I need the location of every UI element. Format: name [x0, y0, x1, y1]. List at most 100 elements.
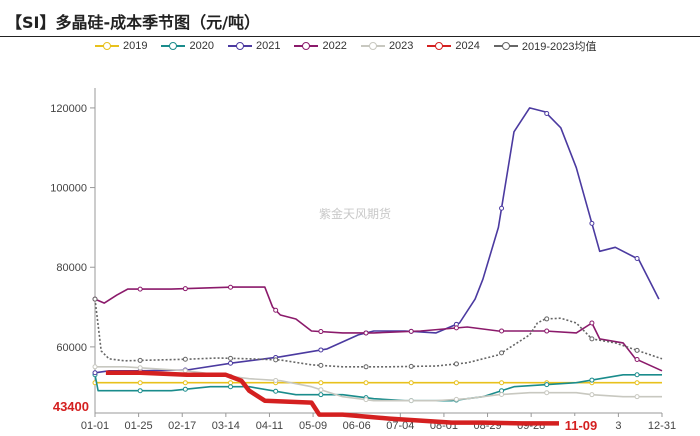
legend-label: 2024 [455, 40, 480, 52]
y-tick-label: 120000 [50, 103, 87, 115]
y-tick-label: 80000 [56, 262, 87, 274]
series-point-avg [228, 355, 234, 361]
watermark: 紫金天风期货 [319, 206, 391, 221]
x-tick-label: 12-31 [648, 420, 676, 432]
series-point-2019 [137, 380, 143, 386]
series-point-avg [92, 296, 98, 302]
x-tick-label: 05-09 [299, 420, 327, 432]
series-point-2023 [363, 397, 369, 403]
highlight-x-label: 11-09 [565, 418, 598, 433]
series-point-2020 [137, 388, 143, 394]
x-tick-label: 04-11 [256, 420, 283, 432]
legend-label: 2020 [189, 40, 214, 52]
series-point-2022 [544, 328, 550, 334]
series-point-avg [589, 336, 595, 342]
series-point-avg [408, 363, 414, 369]
series-point-2023 [318, 387, 324, 393]
series-point-avg [634, 347, 640, 353]
legend-label: 2019 [123, 40, 148, 52]
series-point-2021 [499, 205, 505, 211]
x-tick-label: 07-04 [386, 420, 414, 432]
chart-title: 【SI】多晶硅-成本季节图（元/吨） [6, 13, 260, 32]
series-point-2020 [634, 372, 640, 378]
legend-swatch [294, 40, 319, 52]
legend-item-2019[interactable]: 2019 [95, 40, 147, 52]
series-point-avg [182, 356, 188, 362]
series-point-avg [137, 357, 143, 363]
series-point-2023 [182, 368, 188, 374]
legend-label: 2019-2023均值 [521, 41, 597, 53]
series-point-2023 [544, 390, 550, 396]
legend-swatch-dot [302, 42, 311, 50]
series-point-2019 [453, 380, 459, 386]
series-point-2023 [499, 391, 505, 397]
legend-item-2022[interactable]: 2022 [294, 40, 347, 52]
series-point-2022 [137, 286, 143, 292]
y-tick-label: 60000 [56, 342, 87, 354]
legend-item-2021[interactable]: 2021 [227, 40, 281, 52]
series-line-2020 [94, 373, 662, 402]
highlight-y-label: 43400 [53, 399, 89, 414]
series-point-2019 [408, 380, 414, 386]
series-point-2019 [499, 380, 505, 386]
title-divider [0, 36, 700, 37]
series-line-2024 [105, 370, 561, 426]
series-point-2022 [363, 330, 369, 336]
series-point-2022 [499, 328, 505, 334]
series-line-2023 [95, 365, 662, 402]
legend-swatch [493, 40, 518, 52]
highlight-y-bg [43, 398, 91, 414]
legend-swatch [161, 40, 186, 52]
x-tick-label: 02-17 [168, 420, 196, 432]
legend-item-2020[interactable]: 2020 [161, 40, 214, 52]
legend-swatch [427, 40, 452, 52]
legend-item-2024[interactable]: 2024 [427, 40, 480, 52]
series-point-2021 [544, 110, 550, 116]
legend-swatch [360, 40, 385, 52]
series-point-2019 [363, 380, 369, 386]
legend-swatch-dot [435, 42, 444, 50]
series-point-2022 [589, 320, 595, 326]
legend-item-2023[interactable]: 2023 [360, 40, 413, 52]
series-point-2021 [634, 255, 640, 261]
series-point-2021 [228, 360, 234, 366]
series-point-2023 [273, 377, 279, 383]
series-point-2019 [228, 380, 234, 386]
series-point-avg [273, 357, 279, 363]
series-point-2021 [318, 347, 324, 353]
series-point-2020 [589, 377, 595, 383]
series-point-2019 [634, 380, 640, 386]
chart-legend: 2019 2020 2021 2022 2023 2024 2019-2023均值 [95, 38, 597, 54]
legend-swatch [95, 40, 119, 52]
x-tick-label: 03-14 [212, 420, 240, 432]
series-point-2020 [228, 384, 234, 390]
title-bar: 【SI】多晶硅-成本季节图（元/吨） [0, 0, 700, 40]
series-point-avg [499, 350, 505, 356]
series-line-2021 [94, 107, 660, 374]
series-point-2020 [182, 386, 188, 392]
legend-item-avg[interactable]: 2019-2023均值 [493, 38, 597, 54]
series-point-avg [318, 362, 324, 368]
legend-swatch-dot [235, 42, 244, 50]
legend-label: 2022 [322, 40, 347, 52]
highlight-x-bg [559, 416, 603, 433]
series-point-2020 [273, 388, 279, 394]
x-tick-label: 3 [615, 420, 621, 432]
series-point-2023 [137, 365, 143, 371]
series-point-2020 [544, 382, 550, 388]
series-line-avg [94, 299, 663, 368]
series-point-2022 [318, 329, 324, 335]
series-point-2023 [589, 392, 595, 398]
series-point-2023 [453, 396, 459, 402]
series-point-2022 [273, 307, 279, 313]
y-tick-label: 100000 [50, 183, 87, 195]
series-line-2022 [94, 286, 663, 372]
legend-swatch-dot [103, 42, 111, 50]
series-point-2023 [92, 364, 98, 370]
legend-swatch-dot [169, 42, 178, 50]
series-point-avg [363, 364, 369, 370]
x-tick-label: 01-01 [81, 420, 109, 432]
legend-label: 2021 [255, 40, 281, 52]
series-point-2022 [453, 325, 459, 331]
